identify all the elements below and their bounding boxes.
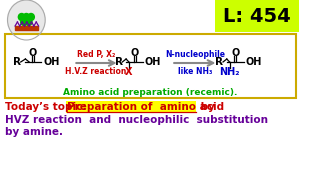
Text: by amine.: by amine. (5, 127, 63, 137)
Text: OH: OH (43, 57, 60, 67)
Bar (66, 100, 196, 112)
Text: R: R (215, 57, 223, 67)
Text: O: O (131, 48, 139, 58)
Bar (214, 0, 299, 32)
Circle shape (28, 14, 34, 21)
Text: Amino acid preparation (recemic).: Amino acid preparation (recemic). (63, 87, 238, 96)
Text: OH: OH (145, 57, 161, 67)
Bar (5, 34, 296, 98)
Text: Red P, X₂: Red P, X₂ (77, 50, 115, 59)
Text: OH: OH (246, 57, 262, 67)
Text: R: R (115, 57, 123, 67)
Circle shape (25, 19, 32, 26)
Text: R: R (13, 57, 21, 67)
Text: O: O (29, 48, 37, 58)
Circle shape (18, 14, 25, 21)
Circle shape (23, 14, 30, 21)
Text: X: X (125, 67, 133, 77)
Text: like NH₃: like NH₃ (178, 66, 212, 75)
Circle shape (8, 0, 45, 40)
Text: O: O (231, 48, 239, 58)
Bar (15, 26, 38, 30)
Text: HVZ reaction  and  nucleophilic  substitution: HVZ reaction and nucleophilic substituti… (5, 115, 268, 125)
Text: Today’s topic:: Today’s topic: (5, 102, 90, 112)
Text: N-nucleophile: N-nucleophile (165, 50, 225, 59)
Text: Preparation of  amino acid: Preparation of amino acid (67, 102, 228, 112)
Text: L: 454: L: 454 (223, 6, 291, 26)
Text: NH₂: NH₂ (219, 67, 240, 77)
Text: by: by (197, 102, 214, 112)
Text: H.V.Z reaction: H.V.Z reaction (65, 66, 127, 75)
Circle shape (21, 19, 27, 26)
